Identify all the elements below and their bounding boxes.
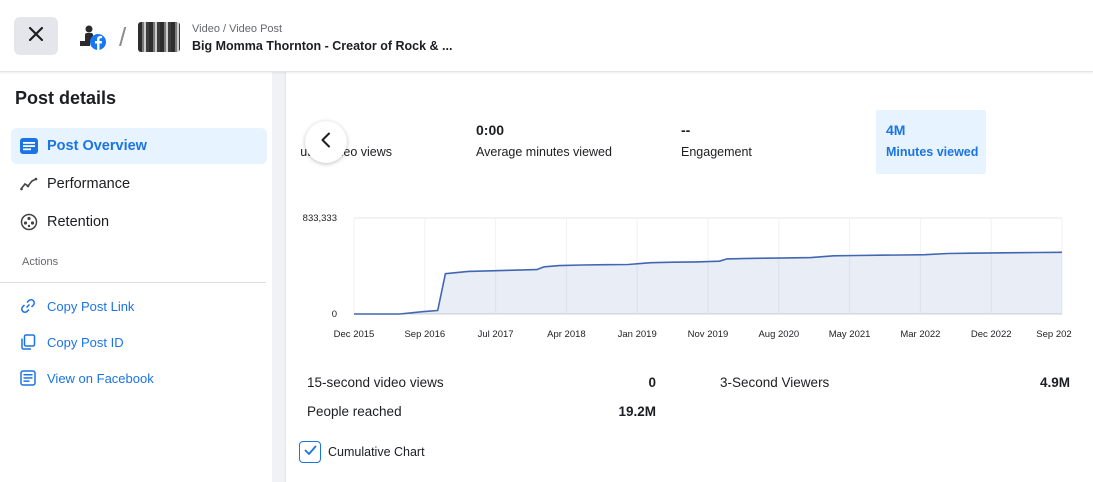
action-label: View on Facebook [47, 370, 154, 386]
page-avatar[interactable] [76, 21, 108, 53]
chevron-left-icon [320, 132, 332, 153]
x-tick-label: Sep 202 [1036, 329, 1071, 340]
x-tick-label: Nov 2019 [688, 329, 729, 340]
x-tick-label: Dec 2015 [334, 329, 375, 340]
video-thumbnail [138, 22, 180, 52]
post-overview-icon [19, 136, 39, 156]
performance-icon [19, 174, 39, 194]
y-tick-label: 833,333 [303, 213, 337, 224]
metric-label: Average minutes viewed [476, 145, 612, 159]
metric-value: 4M [886, 122, 906, 138]
breadcrumb-separator: / [119, 22, 127, 52]
metric-label: Minutes viewed [886, 145, 979, 159]
link-icon [19, 297, 37, 315]
metric-average-minutes-viewed[interactable]: 0:00 Average minutes viewed [476, 110, 656, 174]
x-tick-label: Jul 2017 [478, 329, 514, 340]
sidebar-title: Post details [15, 88, 117, 108]
x-tick-label: Apr 2018 [547, 329, 586, 340]
x-tick-label: May 2021 [829, 329, 871, 340]
x-tick-label: Dec 2022 [971, 329, 1012, 340]
stat-label-3-second-viewers: 3-Second Viewers [720, 375, 830, 390]
sidebar: Post details Post Overview Performance R… [0, 72, 272, 482]
stat-label-15-second-views: 15-second video views [307, 375, 444, 390]
action-label: Copy Post Link [47, 298, 135, 314]
divider [0, 282, 266, 283]
close-button[interactable] [14, 17, 58, 55]
sidebar-item-post-overview[interactable]: Post Overview [11, 128, 267, 164]
cumulative-chart-checkbox[interactable] [299, 441, 321, 463]
copy-post-id-button[interactable]: Copy Post ID [19, 332, 124, 352]
cumulative-chart-label: Cumulative Chart [328, 445, 425, 459]
metric-value: 0:00 [476, 122, 505, 138]
metric-value: -- [681, 122, 691, 138]
y-tick-label: 0 [332, 309, 337, 320]
copy-icon [19, 333, 37, 351]
facebook-post-icon [19, 369, 37, 387]
series-line [354, 251, 1063, 315]
retention-icon [19, 212, 39, 232]
post-title: Big Momma Thornton - Creator of Rock & .… [192, 39, 453, 53]
top-bar: / Video / Video Post Big Momma Thornton … [0, 0, 1093, 72]
close-icon [28, 26, 44, 47]
stat-value-3-second-viewers: 4.9M [1039, 375, 1070, 390]
sidebar-item-performance[interactable]: Performance [11, 166, 267, 202]
sidebar-item-label: Retention [47, 214, 110, 230]
metric-label: Engagement [681, 145, 752, 159]
breadcrumb: Video / Video Post [192, 23, 283, 35]
series-area [354, 252, 1062, 314]
facebook-icon [90, 34, 106, 50]
sidebar-item-label: Post Overview [47, 138, 147, 154]
x-tick-label: Jan 2019 [618, 329, 657, 340]
sidebar-item-label: Performance [47, 176, 131, 192]
stat-value-15-second-views: 0 [648, 375, 656, 390]
minutes-viewed-chart: 833,333 0 Dec 2015 Sep 2016 Jul 2017 Apr 2018… [303, 213, 1072, 340]
actions-heading: Actions [22, 256, 59, 268]
copy-post-link-button[interactable]: Copy Post Link [19, 296, 134, 316]
action-label: Copy Post ID [47, 334, 124, 350]
x-tick-label: Sep 2016 [404, 329, 445, 340]
x-tick-label: Mar 2022 [900, 329, 940, 340]
metric-engagement[interactable]: -- Engagement [681, 110, 851, 174]
stat-label-people-reached: People reached [307, 404, 402, 419]
metric-minutes-viewed[interactable]: 4M Minutes viewed [876, 110, 986, 174]
sidebar-item-retention[interactable]: Retention [11, 204, 267, 240]
carousel-back-button[interactable] [305, 121, 347, 163]
x-tick-label: Aug 2020 [758, 329, 799, 340]
checkmark-icon [304, 443, 317, 461]
stat-value-people-reached: 19.2M [618, 404, 656, 419]
view-on-facebook-button[interactable]: View on Facebook [19, 368, 154, 388]
